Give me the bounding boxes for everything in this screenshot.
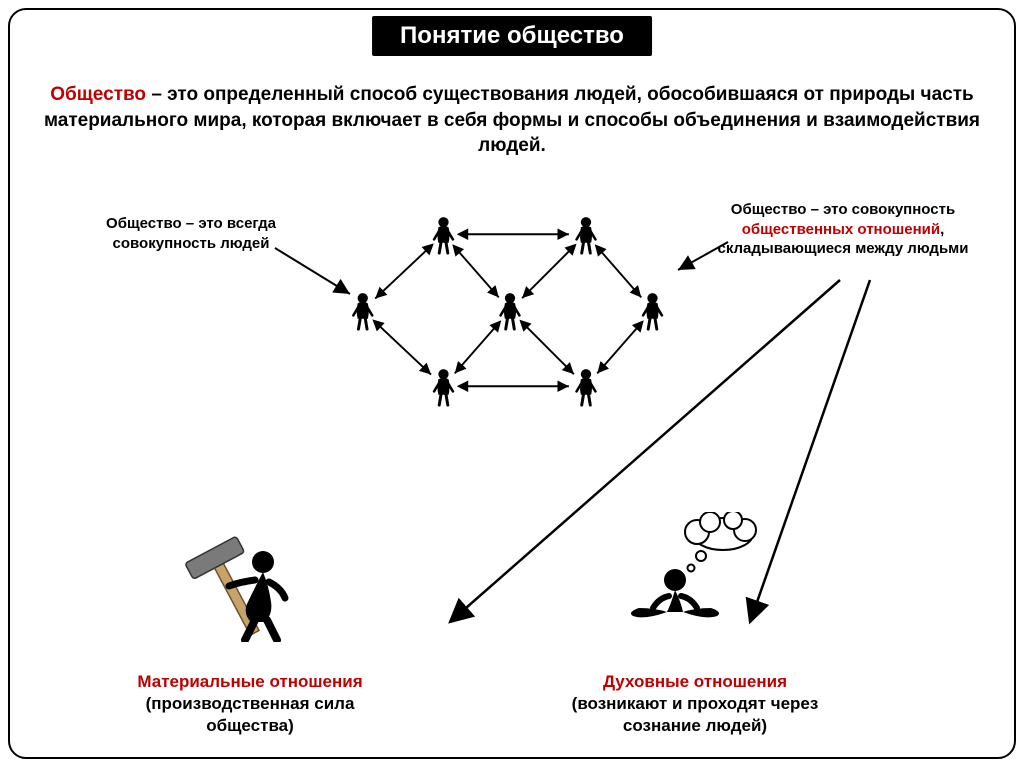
network-edge [455,247,499,297]
network-edge [375,322,431,375]
right-annotation-highlight: общественных отношений [742,221,940,238]
network-edge [597,247,641,297]
person-icon [353,293,372,329]
network-edge [597,323,641,373]
person-icon [501,293,520,329]
person-icon [434,217,453,253]
person-icon [434,369,453,405]
material-relations-title: Материальные отношения [110,671,390,693]
spiritual-relations-block: Духовные отношения (возникают и проходят… [540,671,850,737]
people-network [320,200,700,430]
network-edge [375,246,431,299]
definition-highlight: Общество [50,84,146,105]
spiritual-relations-sub: (возникают и проходят через сознание люд… [540,693,850,737]
right-annotation: Общество – это совокупность общественных… [698,200,988,259]
title-text: Понятие общество [400,22,624,49]
left-annotation-text: Общество – это всегда совокупность людей [106,215,276,252]
spiritual-relations-title: Духовные отношения [540,671,850,693]
definition-rest: – это определенный способ существования … [44,84,980,156]
network-edge [522,322,574,374]
network-edge [522,246,574,298]
right-annotation-pre: Общество – это совокупность [731,201,955,218]
person-icon [643,293,662,329]
title-bar: Понятие общество [372,16,652,56]
left-annotation: Общество – это всегда совокупность людей [76,214,306,253]
material-relations-sub: (производственная сила общества) [110,693,390,737]
definition-block: Общество – это определенный способ сущес… [30,82,994,159]
material-relations-block: Материальные отношения (производственная… [110,671,390,737]
network-edge [455,323,499,373]
thinker-figure [605,512,775,647]
person-icon [577,369,596,405]
person-icon [577,217,596,253]
worker-figure [185,532,305,647]
